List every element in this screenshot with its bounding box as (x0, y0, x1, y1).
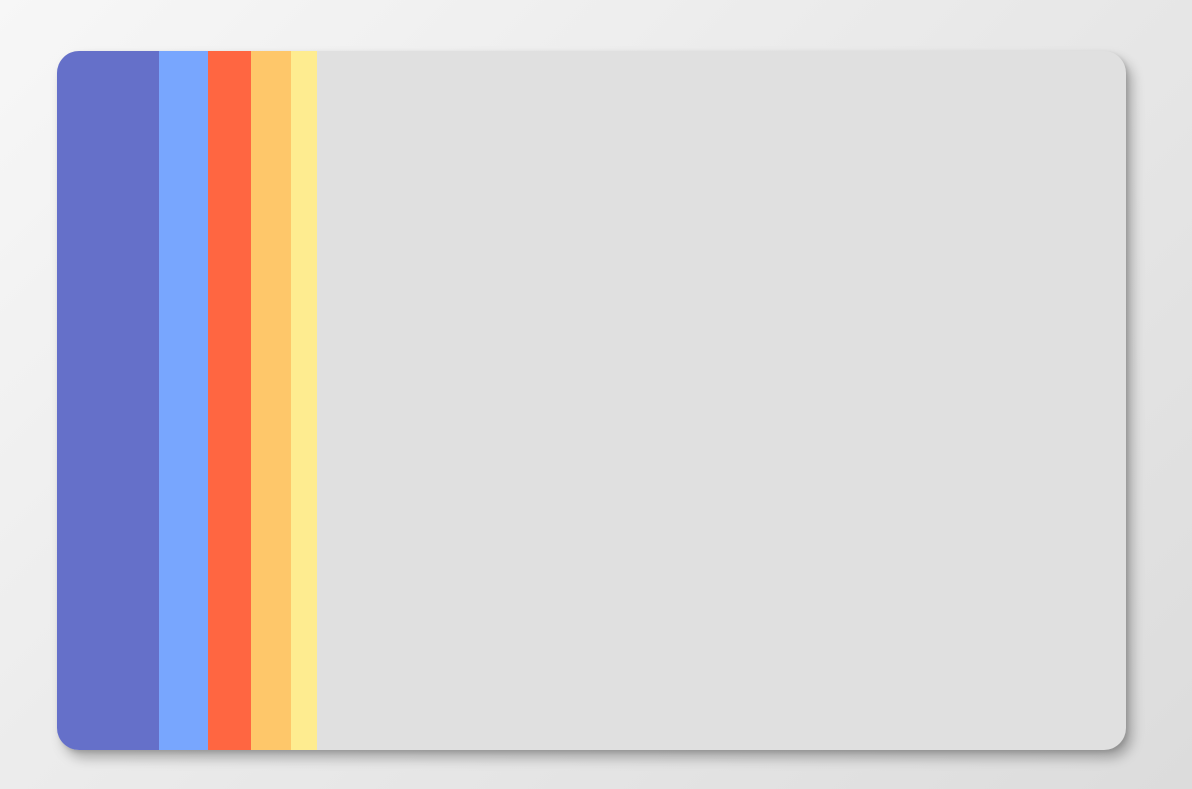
color-stripe-indigo[interactable] (57, 51, 159, 750)
card-empty-area (317, 51, 1126, 750)
color-stripe-tomato[interactable] (208, 51, 251, 750)
color-stripe-light-orange[interactable] (251, 51, 291, 750)
color-palette-card (57, 51, 1126, 750)
color-stripe-sky-blue[interactable] (159, 51, 208, 750)
color-stripe-pale-yellow[interactable] (291, 51, 317, 750)
